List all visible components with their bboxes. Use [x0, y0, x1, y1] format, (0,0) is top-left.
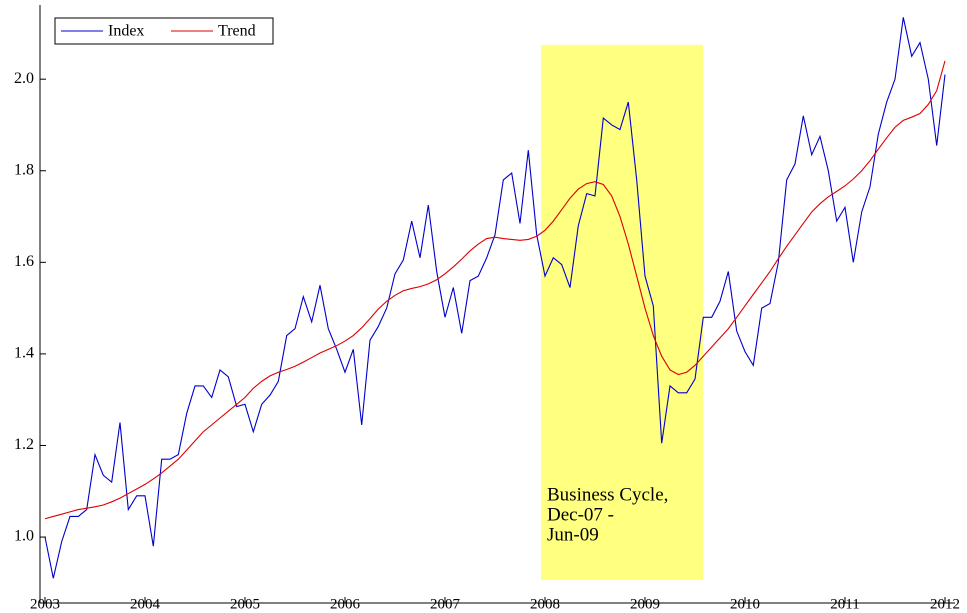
- legend-label: Trend: [218, 23, 256, 40]
- x-tick-label: 2004: [130, 596, 161, 612]
- x-tick-label: 2003: [30, 596, 60, 612]
- x-tick-label: 2007: [430, 596, 461, 612]
- y-tick-label: 2.0: [14, 70, 34, 87]
- y-tick-label: 1.0: [14, 528, 34, 545]
- series-line: [44, 17, 946, 579]
- shaded-region: [541, 44, 703, 581]
- x-tick-label: 2008: [530, 596, 560, 612]
- x-tick-label: 2012: [930, 596, 960, 612]
- x-tick-label: 2006: [330, 596, 361, 612]
- legend-label: Index: [108, 23, 144, 40]
- y-tick-label: 1.2: [14, 436, 34, 453]
- series-line: [44, 60, 946, 520]
- annotation: Jun-09: [547, 524, 599, 545]
- y-tick-label: 1.6: [14, 253, 34, 270]
- x-tick-label: 2011: [830, 596, 859, 612]
- y-tick-label: 1.8: [14, 161, 34, 178]
- annotation: Dec-07 -: [547, 504, 614, 525]
- x-tick-label: 2005: [230, 596, 260, 612]
- x-tick-label: 2010: [730, 596, 760, 612]
- y-tick-label: 1.4: [14, 345, 34, 362]
- x-tick-label: 2009: [630, 596, 660, 612]
- annotation: Business Cycle,: [547, 484, 668, 505]
